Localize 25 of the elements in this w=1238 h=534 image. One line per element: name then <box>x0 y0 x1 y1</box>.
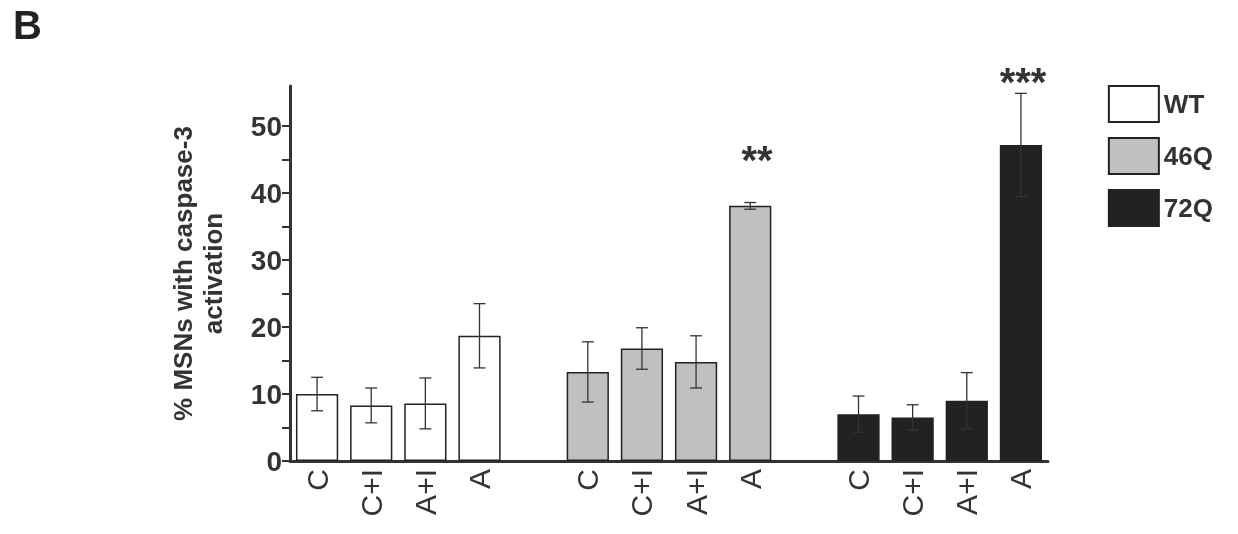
x-tick-label: A+I <box>950 469 984 515</box>
y-tick-label: 20 <box>250 311 282 343</box>
y-axis-title: % MSNs with caspase-3 activation <box>168 126 228 421</box>
legend-label: 72Q <box>1163 193 1214 223</box>
y-tick-label: 0 <box>266 445 282 477</box>
x-tick-label: C+I <box>896 469 930 517</box>
legend-label: WT <box>1163 89 1205 119</box>
y-tick-label: 50 <box>250 110 282 142</box>
legend-label: 46Q <box>1163 141 1214 171</box>
annotation: ** <box>741 138 773 182</box>
x-tick-label: C <box>842 469 875 491</box>
y-tick-label: 40 <box>250 177 282 209</box>
annotation: *** <box>999 60 1047 104</box>
x-tick-label: C+I <box>354 469 388 517</box>
chart-title: B <box>13 3 42 47</box>
x-tick-label: A <box>733 469 767 490</box>
x-tick-label: A+I <box>408 469 442 515</box>
x-tick-label: A <box>1004 469 1038 490</box>
x-tick-label: A <box>463 469 496 490</box>
x-tick-label: A+I <box>679 469 713 515</box>
x-tick-label: C+I <box>625 469 659 517</box>
x-tick-label: C <box>300 469 334 491</box>
y-tick-label: 10 <box>250 378 282 410</box>
y-tick-label: 30 <box>250 244 282 276</box>
x-tick-label: C <box>571 469 605 491</box>
